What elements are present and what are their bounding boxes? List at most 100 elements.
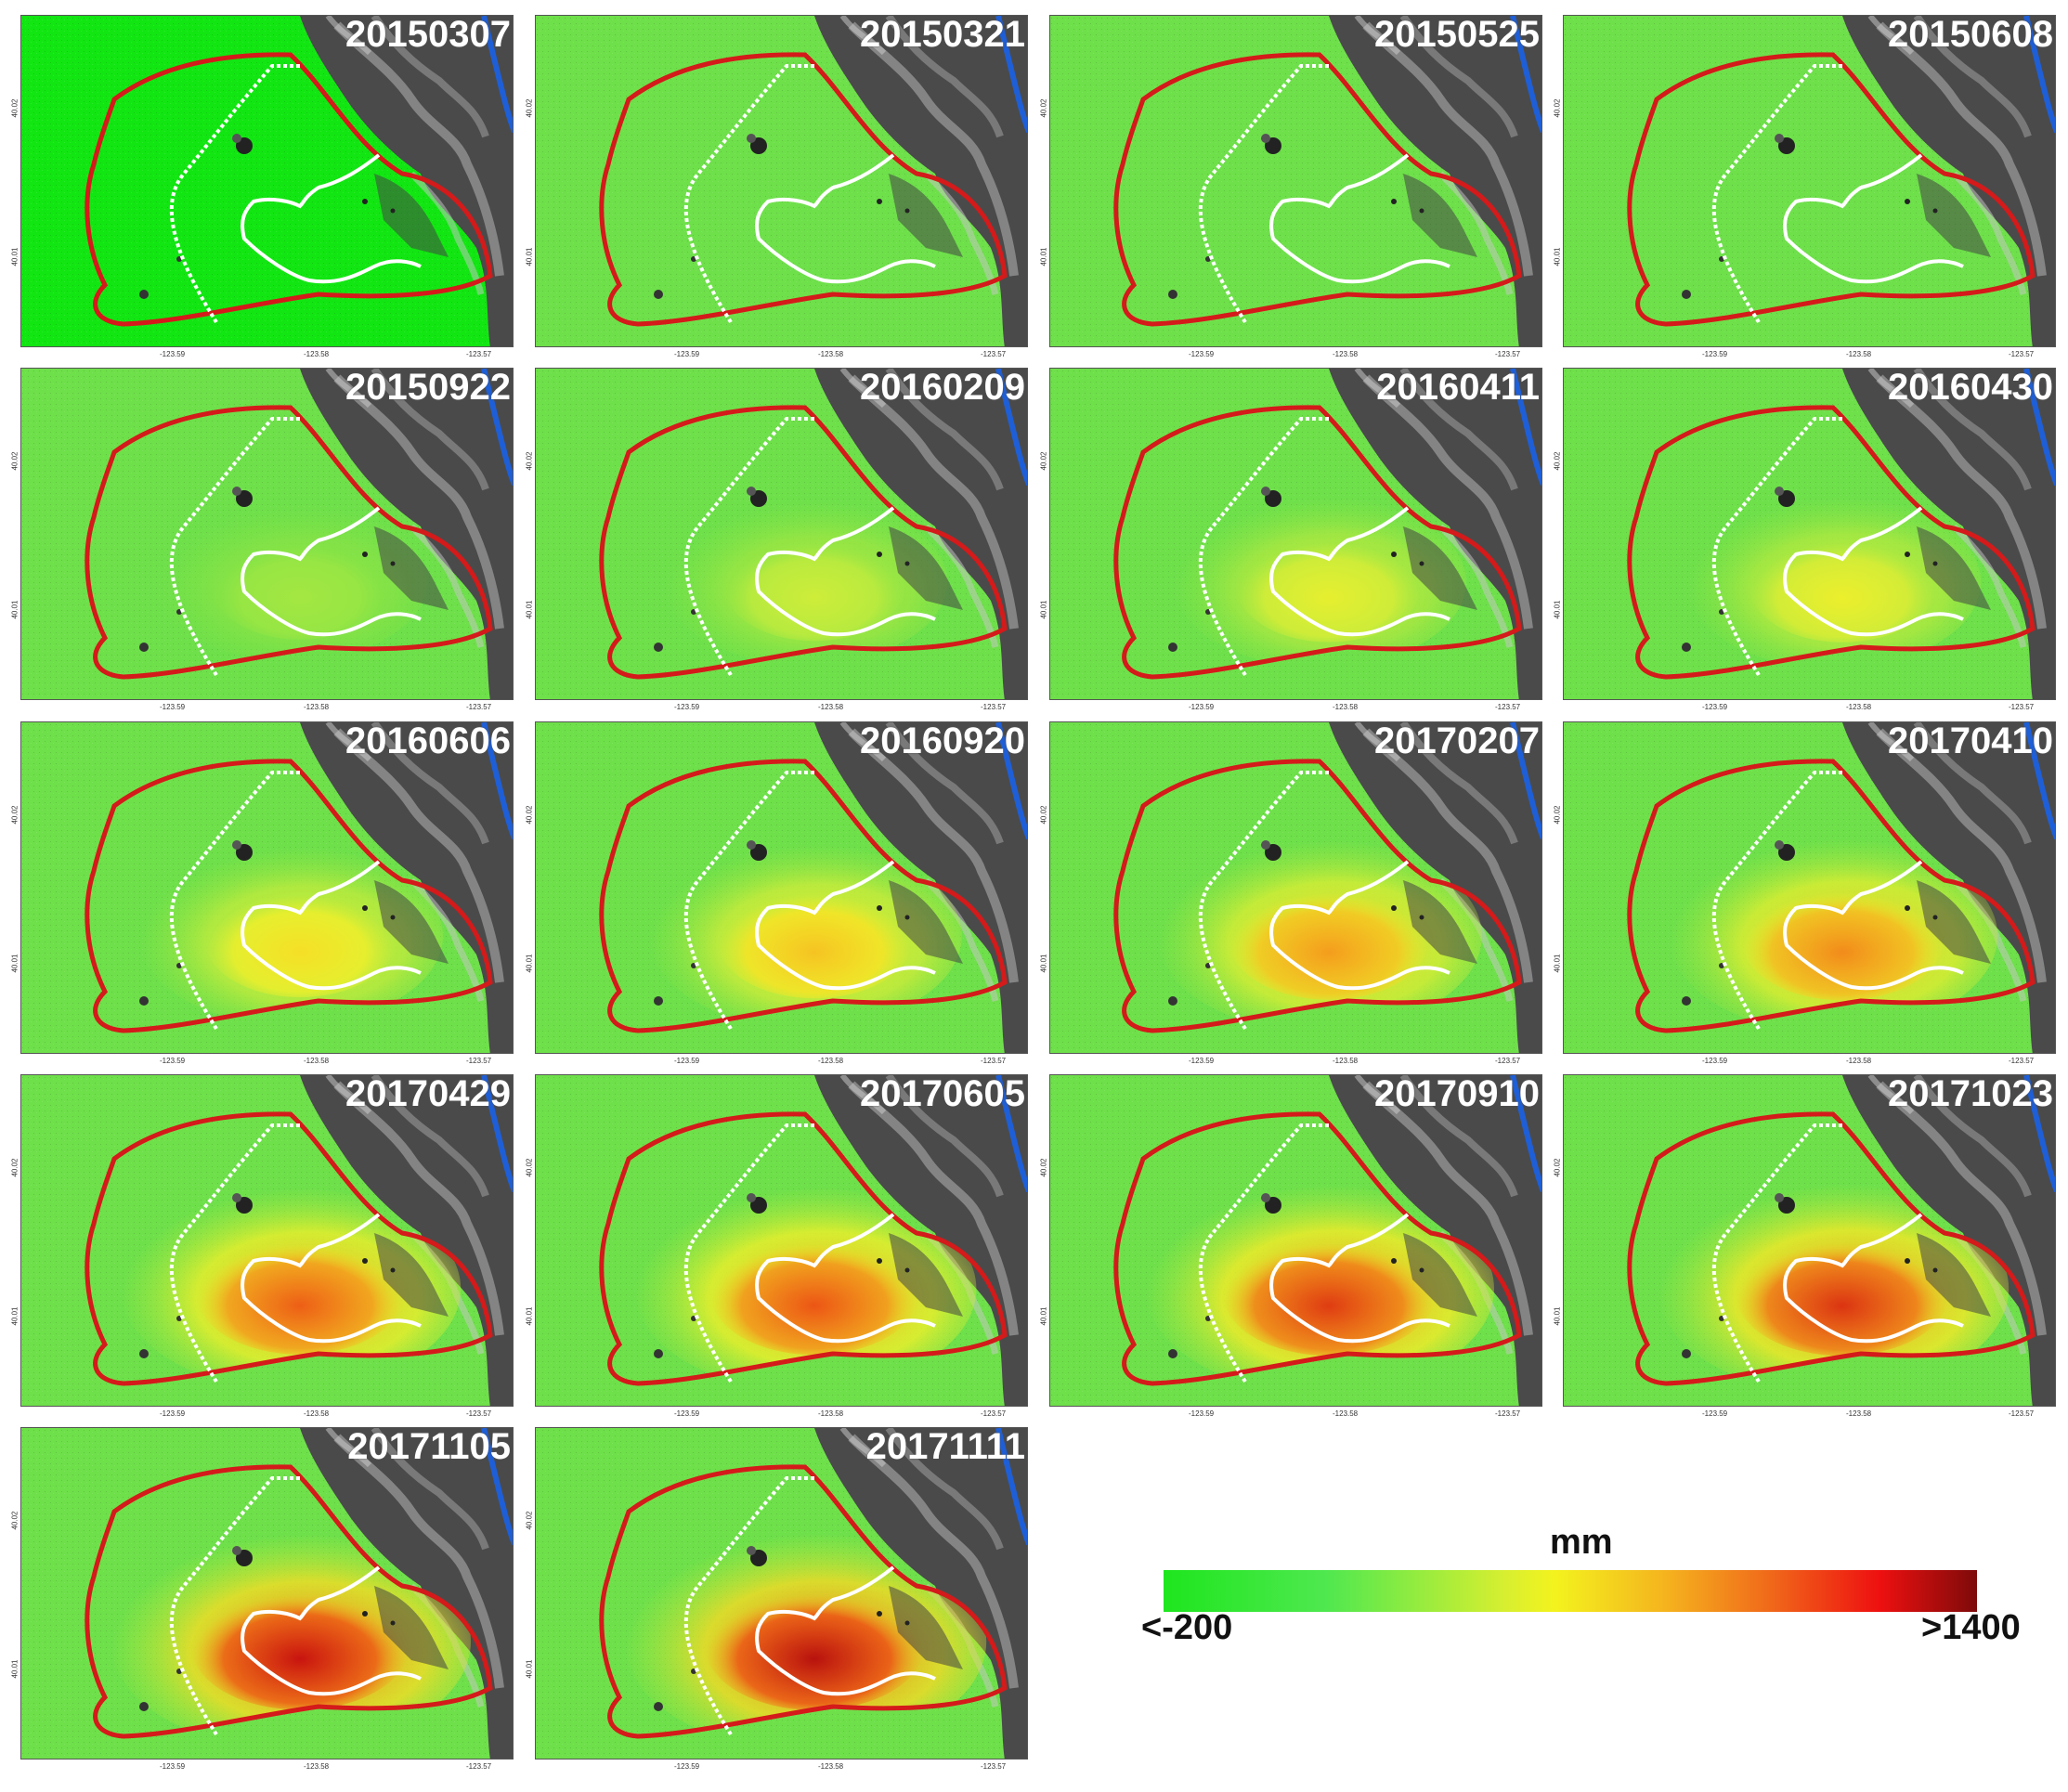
x-tick-left: -123.59	[160, 1409, 186, 1418]
acquisition-date-label: 20170429	[345, 1074, 511, 1114]
map-panel: 20160920 40.02 40.01 -123.59 -123.58 -12…	[526, 721, 1028, 1075]
y-tick-top: 40.02	[1553, 805, 1562, 825]
acquisition-date-label: 20150307	[345, 15, 511, 55]
x-tick-mid: -123.58	[1846, 703, 1872, 711]
displacement-map: 20160430	[1563, 368, 2056, 700]
y-tick-bottom: 40.01	[525, 1306, 534, 1326]
y-tick-bottom: 40.01	[10, 1306, 20, 1326]
displacement-map: 20170429	[20, 1074, 514, 1407]
x-tick-right: -123.57	[1495, 1057, 1521, 1065]
y-tick-top: 40.02	[1553, 1158, 1562, 1177]
map-panel: 20150321 40.02 40.01 -123.59 -123.58 -12…	[526, 15, 1028, 369]
acquisition-date-label: 20160411	[1376, 368, 1540, 408]
displacement-map: 20170410	[1563, 721, 2056, 1054]
displacement-map: 20171023	[1563, 1074, 2056, 1407]
legend-unit: mm	[1550, 1523, 1613, 1562]
map-panel: 20160606 40.02 40.01 -123.59 -123.58 -12…	[11, 721, 514, 1075]
map-panel: 20170410 40.02 40.01 -123.59 -123.58 -12…	[1554, 721, 2056, 1075]
y-tick-top: 40.02	[525, 1511, 534, 1530]
x-tick-mid: -123.58	[304, 1762, 330, 1771]
map-panel: 20171111 40.02 40.01 -123.59 -123.58 -12…	[526, 1427, 1028, 1781]
acquisition-date-label: 20170605	[860, 1074, 1025, 1114]
x-tick-left: -123.59	[160, 1762, 186, 1771]
x-tick-right: -123.57	[1495, 1409, 1521, 1418]
y-tick-top: 40.02	[1553, 98, 1562, 118]
y-tick-bottom: 40.01	[1039, 954, 1048, 973]
x-tick-right: -123.57	[466, 1057, 492, 1065]
x-tick-mid: -123.58	[304, 1057, 330, 1065]
acquisition-date-label: 20150321	[860, 15, 1025, 55]
acquisition-date-label: 20160430	[1888, 368, 2053, 408]
map-panel: 20160430 40.02 40.01 -123.59 -123.58 -12…	[1554, 368, 2056, 721]
y-tick-top: 40.02	[10, 1511, 20, 1530]
displacement-map: 20150307	[20, 15, 514, 347]
x-tick-mid: -123.58	[304, 703, 330, 711]
y-tick-bottom: 40.01	[525, 247, 534, 266]
y-tick-bottom: 40.01	[1553, 600, 1562, 619]
map-panel: 20171105 40.02 40.01 -123.59 -123.58 -12…	[11, 1427, 514, 1781]
y-tick-bottom: 40.01	[10, 954, 20, 973]
map-panel: 20160411 40.02 40.01 -123.59 -123.58 -12…	[1040, 368, 1542, 721]
displacement-map: 20150608	[1563, 15, 2056, 347]
acquisition-date-label: 20170410	[1888, 721, 2053, 761]
x-tick-mid: -123.58	[304, 1409, 330, 1418]
x-tick-left: -123.59	[160, 703, 186, 711]
x-tick-mid: -123.58	[1333, 1409, 1359, 1418]
x-tick-mid: -123.58	[818, 1409, 844, 1418]
legend-color-bar	[1164, 1570, 1977, 1612]
y-tick-bottom: 40.01	[1039, 1306, 1048, 1326]
displacement-map: 20150922	[20, 368, 514, 700]
x-tick-right: -123.57	[2009, 703, 2035, 711]
y-tick-top: 40.02	[525, 98, 534, 118]
x-tick-left: -123.59	[1702, 1409, 1728, 1418]
acquisition-date-label: 20150608	[1888, 15, 2053, 55]
map-panel: 20170429 40.02 40.01 -123.59 -123.58 -12…	[11, 1074, 514, 1428]
displacement-map: 20160209	[535, 368, 1028, 700]
y-tick-top: 40.02	[525, 1158, 534, 1177]
acquisition-date-label: 20170207	[1374, 721, 1540, 761]
displacement-map: 20171105	[20, 1427, 514, 1760]
y-tick-bottom: 40.01	[10, 247, 20, 266]
acquisition-date-label: 20150525	[1374, 15, 1540, 55]
map-panel: 20160209 40.02 40.01 -123.59 -123.58 -12…	[526, 368, 1028, 721]
y-tick-top: 40.02	[10, 98, 20, 118]
acquisition-date-label: 20160920	[860, 721, 1025, 761]
x-tick-mid: -123.58	[1333, 1057, 1359, 1065]
x-tick-mid: -123.58	[818, 350, 844, 358]
x-tick-right: -123.57	[466, 1762, 492, 1771]
y-tick-bottom: 40.01	[10, 600, 20, 619]
x-tick-right: -123.57	[981, 1057, 1007, 1065]
x-tick-left: -123.59	[160, 350, 186, 358]
x-tick-right: -123.57	[466, 703, 492, 711]
y-tick-top: 40.02	[1039, 1158, 1048, 1177]
y-tick-bottom: 40.01	[1039, 600, 1048, 619]
map-panel: 20150307 40.02 40.01 -123.59 -123.58 -12…	[11, 15, 514, 369]
x-tick-mid: -123.58	[1846, 1057, 1872, 1065]
displacement-map: 20160411	[1049, 368, 1542, 700]
y-tick-bottom: 40.01	[525, 600, 534, 619]
displacement-map: 20171111	[535, 1427, 1028, 1760]
x-tick-right: -123.57	[981, 1762, 1007, 1771]
y-tick-top: 40.02	[1039, 98, 1048, 118]
acquisition-date-label: 20170910	[1374, 1074, 1540, 1114]
x-tick-mid: -123.58	[818, 703, 844, 711]
displacement-map: 20150525	[1049, 15, 1542, 347]
x-tick-mid: -123.58	[818, 1762, 844, 1771]
map-panel: 20150922 40.02 40.01 -123.59 -123.58 -12…	[11, 368, 514, 721]
x-tick-left: -123.59	[1702, 350, 1728, 358]
x-tick-left: -123.59	[674, 1762, 700, 1771]
y-tick-top: 40.02	[525, 805, 534, 825]
map-panel: 20150525 40.02 40.01 -123.59 -123.58 -12…	[1040, 15, 1542, 369]
x-tick-left: -123.59	[674, 1409, 700, 1418]
y-tick-bottom: 40.01	[1553, 247, 1562, 266]
map-panel: 20170605 40.02 40.01 -123.59 -123.58 -12…	[526, 1074, 1028, 1428]
y-tick-top: 40.02	[1553, 451, 1562, 471]
y-tick-bottom: 40.01	[10, 1659, 20, 1679]
map-panel: 20171023 40.02 40.01 -123.59 -123.58 -12…	[1554, 1074, 2056, 1428]
map-panel: 20170207 40.02 40.01 -123.59 -123.58 -12…	[1040, 721, 1542, 1075]
x-tick-left: -123.59	[1189, 1057, 1215, 1065]
legend-min-label: <-200	[1141, 1608, 1233, 1647]
displacement-map: 20170207	[1049, 721, 1542, 1054]
y-tick-top: 40.02	[1039, 805, 1048, 825]
x-tick-mid: -123.58	[1333, 350, 1359, 358]
